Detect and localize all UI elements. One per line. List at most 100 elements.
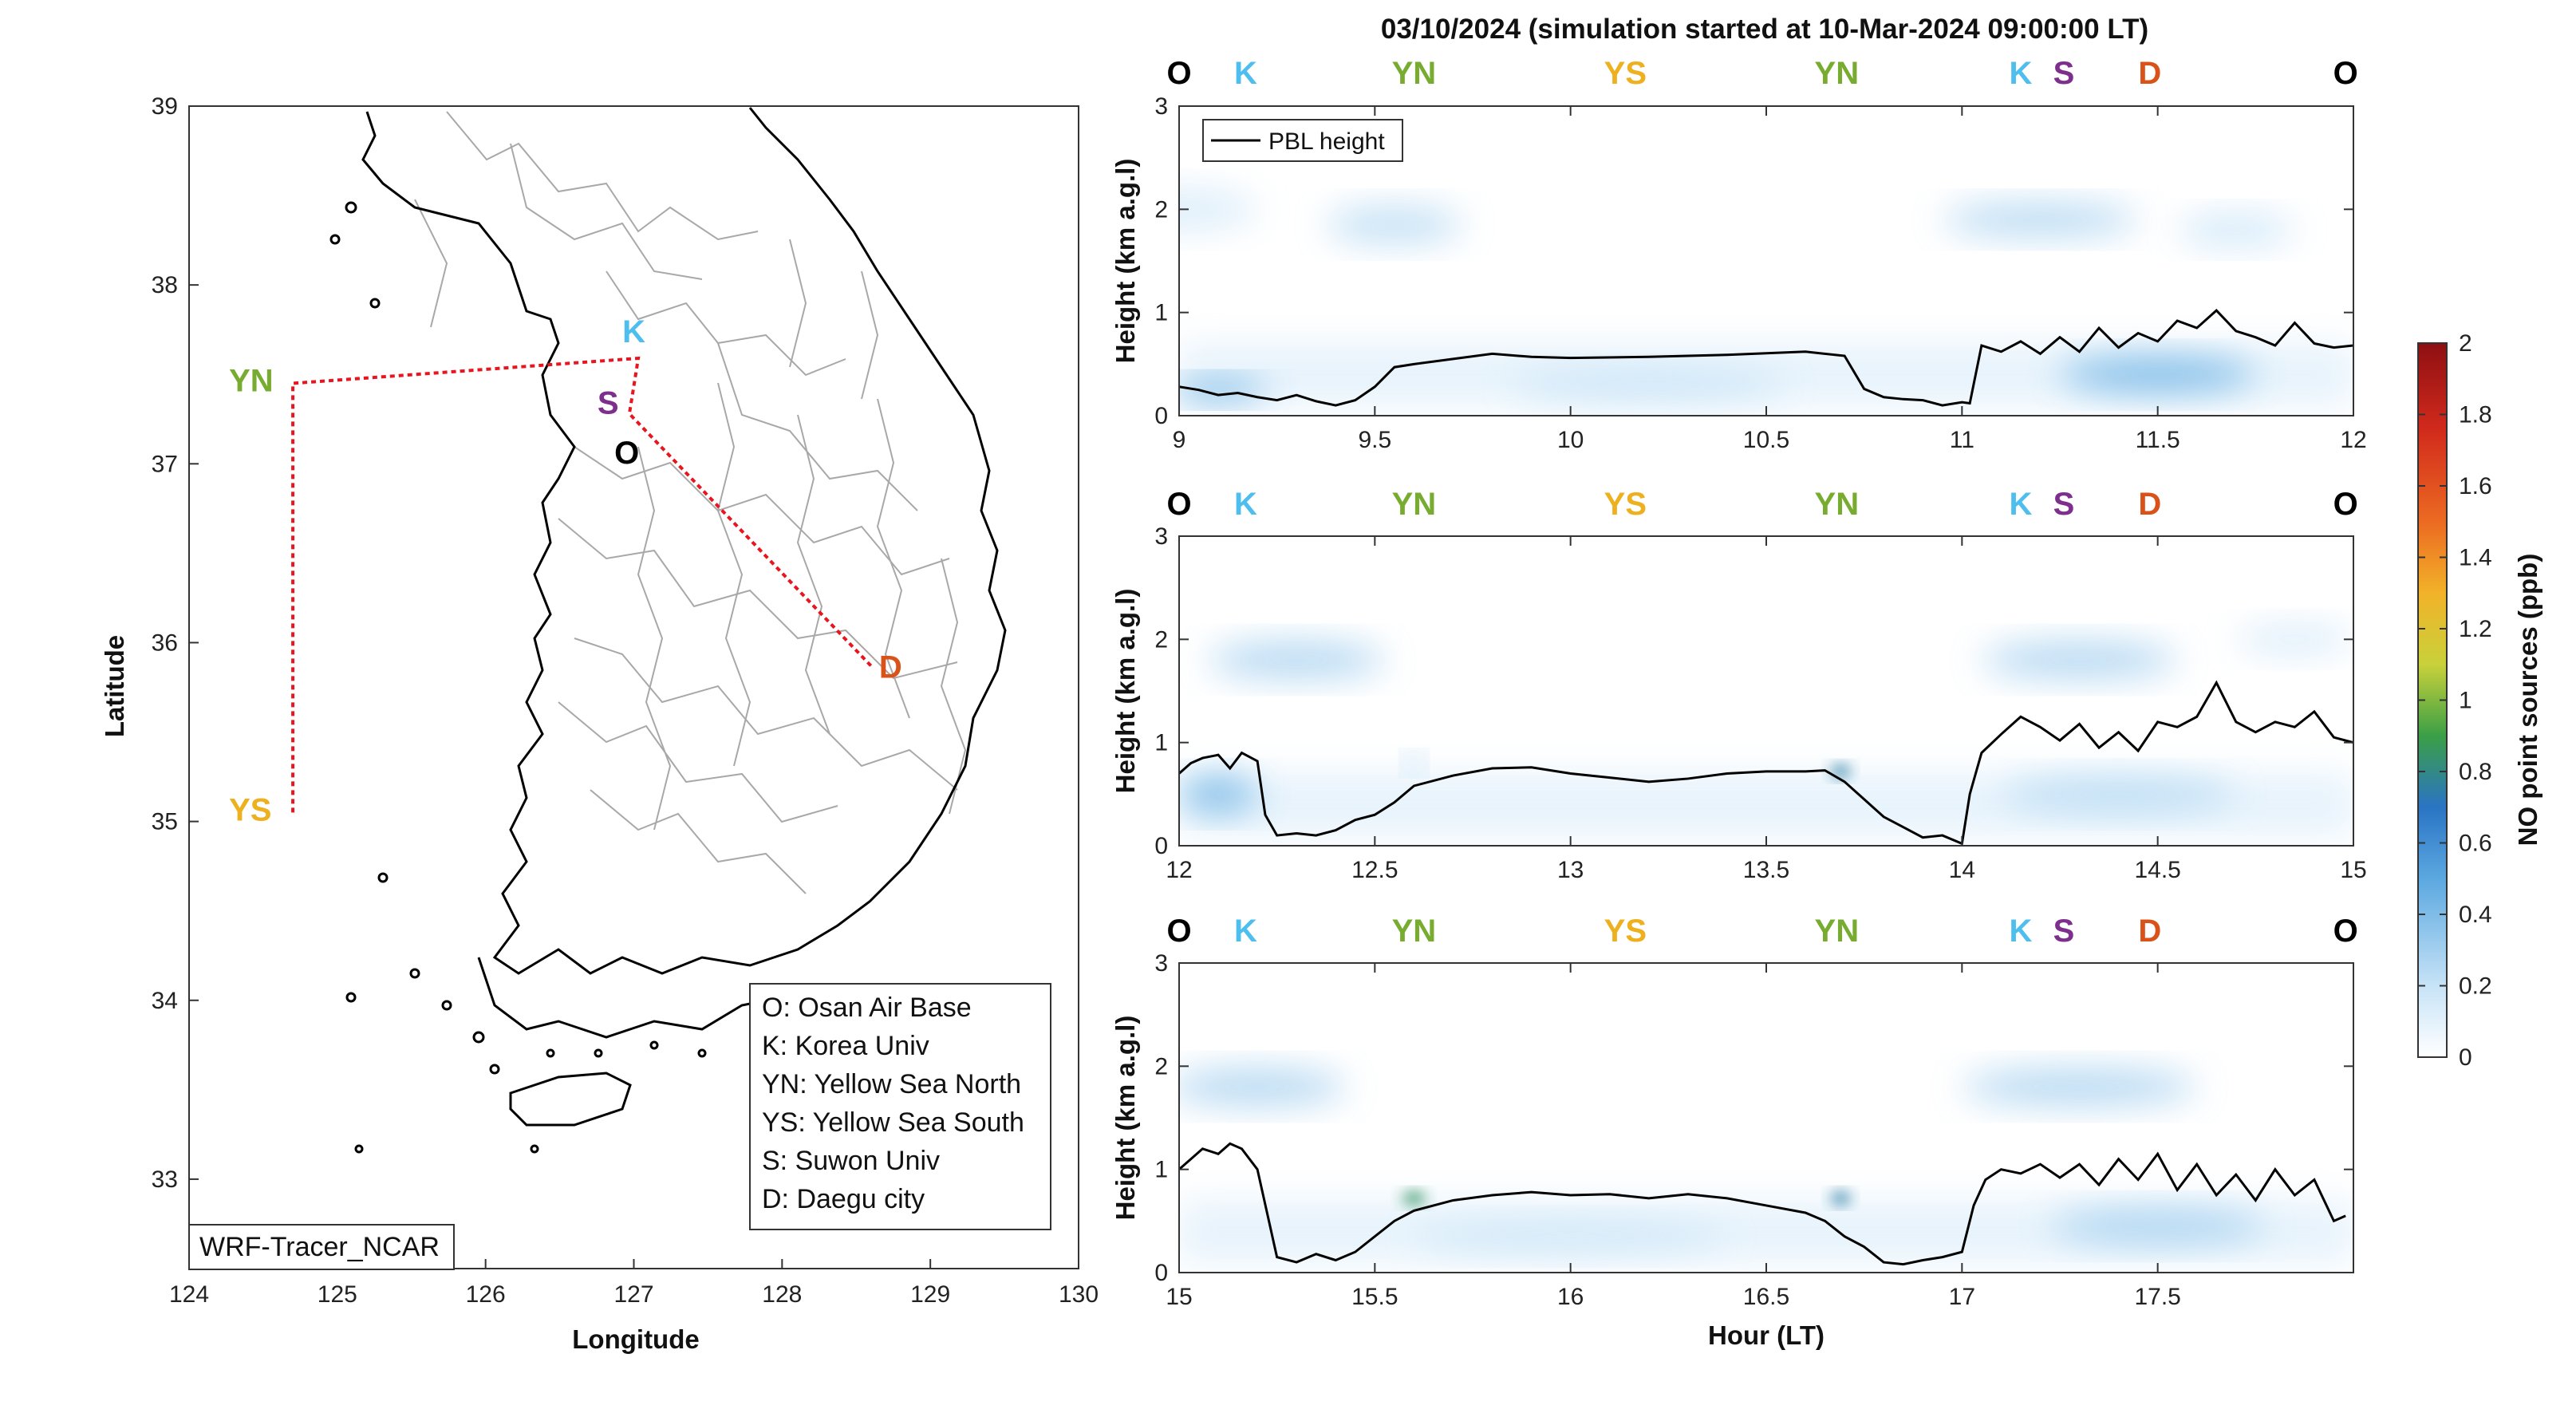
y-tick-label: 3: [1154, 93, 1168, 120]
colorbar: 0 0.2 0.4 0.6 0.8 1 1.2 1.4 1.6 1.8 2 NO point sou…: [2417, 330, 2542, 1071]
x-tick-label: 9: [1173, 427, 1186, 453]
map-panel: 124 125 126 127 128 129 130 39 38 37 36 35 34 33 Lon…: [100, 93, 1099, 1354]
model-label: WRF-Tracer_NCAR: [199, 1232, 440, 1262]
x-tick-label: 10.5: [1743, 427, 1789, 453]
pbl-height-line: [1179, 308, 2353, 407]
concentration-field: [1179, 1068, 2353, 1263]
field-blob: [2177, 214, 2295, 246]
pbl-legend-label: PBL height: [1268, 128, 1385, 155]
field-blob: [1942, 203, 2139, 235]
x-tick-label: 10: [1557, 427, 1584, 453]
x-tick-label: 14: [1949, 857, 1975, 883]
colorbar-tick-label: 0.6: [2459, 831, 2492, 857]
top-site-marker-yn: YN: [1815, 487, 1860, 522]
field-blob: [1179, 188, 1258, 231]
concentration-field: [1179, 623, 2353, 836]
map-x-axis-label: Longitude: [572, 1324, 699, 1354]
colorbar-tick-label: 1.8: [2459, 402, 2492, 428]
top-site-marker-ys: YS: [1604, 56, 1647, 91]
x-tick-label: 16.5: [1743, 1284, 1789, 1310]
x-tick-label: 16: [1557, 1284, 1584, 1310]
y-tick-label: 3: [1154, 950, 1168, 977]
islands: [329, 201, 707, 1154]
map-x-tick-label: 124: [169, 1281, 209, 1308]
map-x-tick-label: 127: [613, 1281, 653, 1308]
flight-route-line: [291, 356, 873, 813]
x-tick-label: 12.5: [1351, 857, 1398, 883]
x-tick-label: 12: [1166, 857, 1192, 883]
map-x-tick-labels: 124 125 126 127 128 129 130: [169, 1259, 1099, 1308]
y-tick-label: 3: [1154, 523, 1168, 550]
y-tick-label: 1: [1154, 300, 1168, 326]
map-y-axis-label: Latitude: [100, 635, 129, 737]
map-y-tick-label: 38: [152, 272, 178, 298]
field-blob: [2049, 1208, 2266, 1245]
field-blob: [1830, 764, 1851, 778]
colorbar-tick-label: 0: [2459, 1044, 2472, 1071]
colorbar-tick-labels: 0 0.2 0.4 0.6 0.8 1 1.2 1.4 1.6 1.8 2: [2418, 330, 2492, 1071]
site-legend-entry: YS: Yellow Sea South: [762, 1107, 1024, 1138]
field-blob: [1830, 1191, 1851, 1205]
y-axis-label: Height (km a.g.l): [1110, 159, 1140, 364]
x-axis-label: Hour (LT): [1708, 1320, 1825, 1350]
top-site-marker-k: K: [1234, 914, 1257, 949]
site-legend: O: Osan Air Base K: Korea Univ YN: Yellow …: [749, 983, 1051, 1230]
site-legend-entry: O: Osan Air Base: [762, 993, 972, 1023]
map-y-tick-label: 39: [152, 93, 178, 120]
colorbar-tick-label: 1.4: [2459, 545, 2492, 571]
colorbar-tick-label: 2: [2459, 330, 2472, 357]
map-x-tick-label: 130: [1059, 1281, 1099, 1308]
x-tick-label: 14.5: [2134, 857, 2180, 883]
field-blob: [1981, 641, 2178, 678]
field-blob: [1512, 369, 1786, 401]
y-tick-label: 2: [1154, 626, 1168, 653]
top-site-marker-yn: YN: [1392, 487, 1437, 522]
x-tick-label: 12: [2340, 427, 2366, 453]
field-blob: [1179, 776, 1258, 812]
field-blob: [1402, 1191, 1426, 1205]
pbl-legend: PBL height: [1202, 119, 1403, 162]
top-site-marker-s: S: [2053, 487, 2075, 522]
pbl-height-line: [1179, 680, 2353, 846]
x-tick-label: 13: [1557, 857, 1584, 883]
x-tick-label: 9.5: [1358, 427, 1391, 453]
field-blob: [1414, 1221, 1727, 1253]
x-tick-label: 11: [1950, 427, 1974, 453]
y-tick-label: 0: [1154, 1260, 1168, 1286]
top-site-marker-k: K: [1234, 487, 1257, 522]
site-legend-entry: YN: Yellow Sea North: [762, 1069, 1021, 1099]
top-site-marker-k: K: [2009, 487, 2032, 522]
site-label-k: K: [622, 314, 645, 349]
map-x-tick-label: 125: [318, 1281, 357, 1308]
top-site-marker-o: O: [2333, 914, 2358, 949]
y-axis-label: Height (km a.g.l): [1110, 1016, 1140, 1221]
y-tick-label: 2: [1154, 1053, 1168, 1079]
top-site-marker-yn: YN: [1392, 56, 1437, 91]
y-tick-label: 1: [1154, 1157, 1168, 1183]
map-x-tick-label: 128: [762, 1281, 802, 1308]
top-site-marker-o: O: [2333, 487, 2358, 522]
pbl-height-line: [1179, 1142, 2346, 1266]
x-tick-label: 17.5: [2134, 1284, 2180, 1310]
province-boundaries: [414, 111, 967, 894]
y-axis-label: Height (km a.g.l): [1110, 589, 1140, 794]
top-site-marker-k: K: [2009, 914, 2032, 949]
colorbar-tick-label: 0.8: [2459, 759, 2492, 785]
field-blob: [2001, 776, 2236, 812]
y-tick-label: 1: [1154, 730, 1168, 756]
y-tick-label: 0: [1154, 403, 1168, 429]
x-tick-label: 13.5: [1743, 857, 1789, 883]
x-tick-label: 15: [1166, 1284, 1192, 1310]
colorbar-tick-label: 0.4: [2459, 902, 2492, 928]
model-label-box: WRF-Tracer_NCAR: [188, 1224, 455, 1270]
figure-title: 03/10/2024 (simulation started at 10-Mar…: [1381, 14, 2148, 45]
map-y-tick-label: 34: [152, 988, 178, 1014]
top-site-marker-d: D: [2138, 56, 2161, 91]
field-blob: [2060, 356, 2256, 393]
field-blob: [1179, 1068, 1346, 1105]
colorbar-tick-label: 0.2: [2459, 973, 2492, 1000]
top-site-marker-d: D: [2138, 487, 2161, 522]
map-x-tick-label: 126: [466, 1281, 506, 1308]
